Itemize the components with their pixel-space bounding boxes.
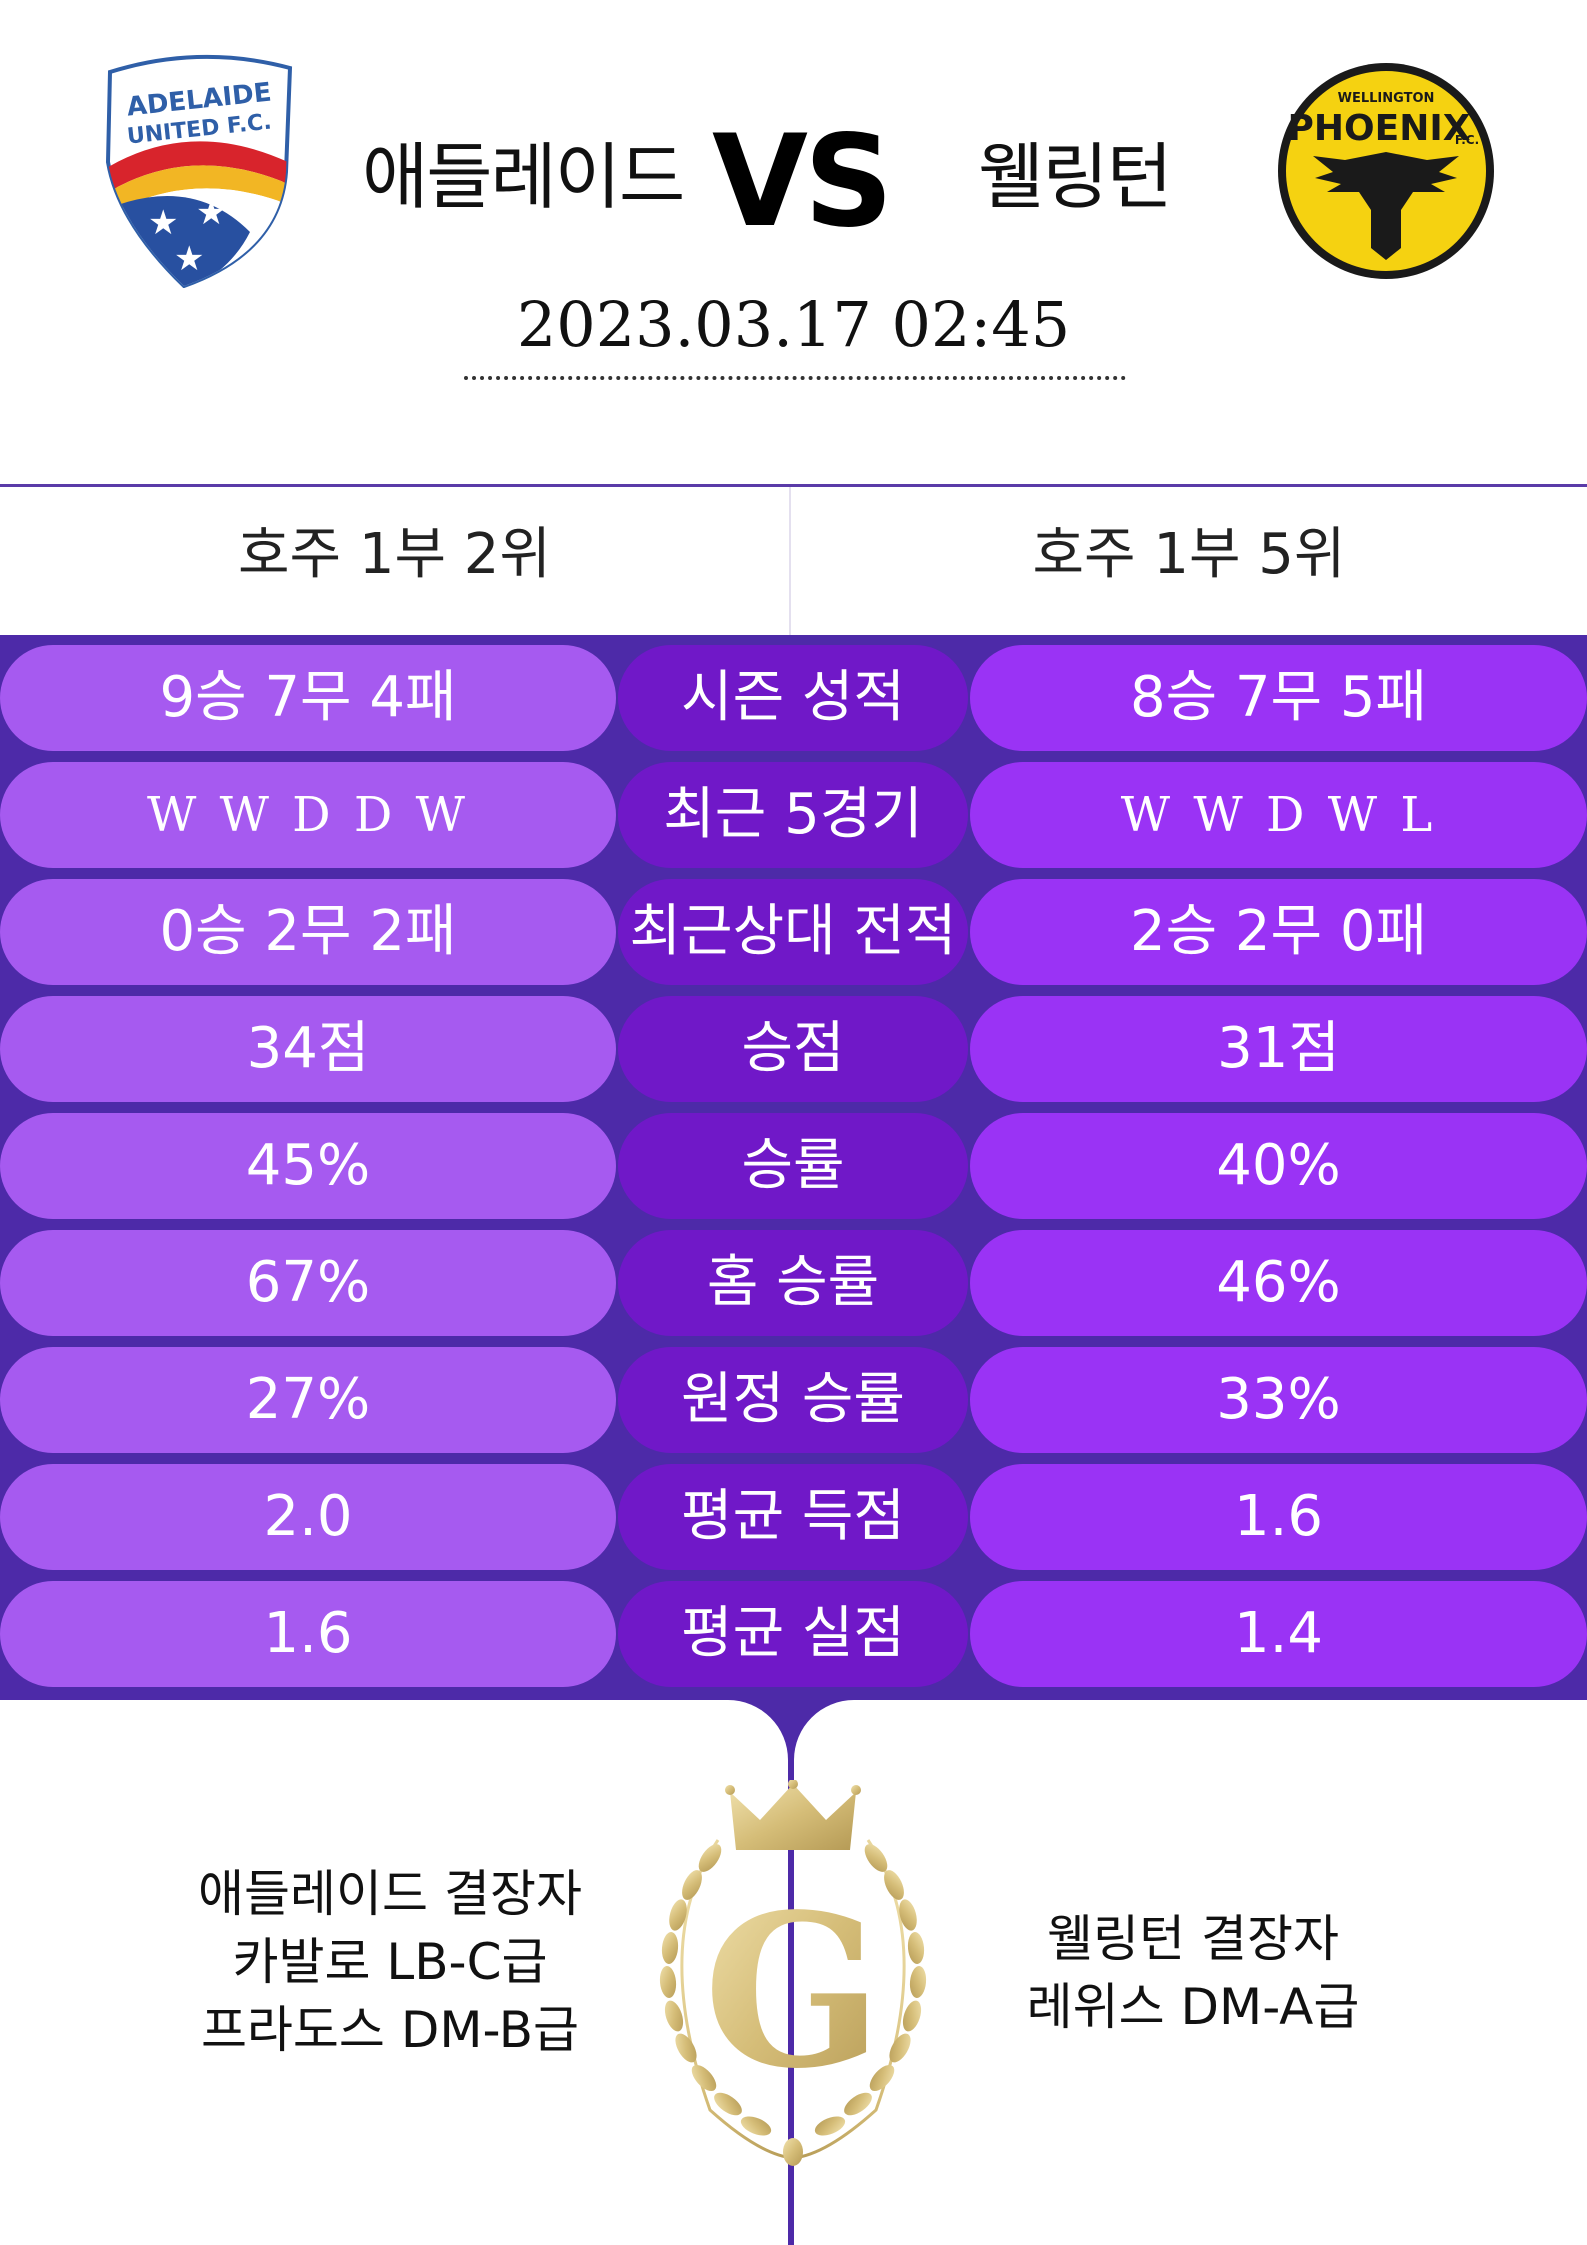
home-recent-form: W W D D W xyxy=(0,762,616,868)
away-home-win-rate: 46% xyxy=(970,1230,1587,1336)
stat-row-home-win-rate: 67% 홈 승률 46% xyxy=(0,1230,1587,1336)
away-absentees: 웰링턴 결장자 레위스 DM-A급 xyxy=(958,1905,1428,2041)
head-to-head-label: 최근상대 전적 xyxy=(618,879,968,985)
match-datetime: 2023.03.17 02:45 xyxy=(516,288,1071,361)
away-avg-goals-scored: 1.6 xyxy=(970,1464,1587,1570)
away-head-to-head: 2승 2무 0패 xyxy=(970,879,1587,985)
home-absentees-title: 애들레이드 결장자 xyxy=(198,1865,582,1923)
away-league-rank: 호주 1부 5위 xyxy=(791,487,1587,635)
away-absentees-card xyxy=(794,1700,1587,2245)
adelaide-united-logo: ★ ★ ★ ADELAIDE UNITED F.C. xyxy=(105,54,293,288)
svg-text:★: ★ xyxy=(174,239,204,279)
home-absentees: 애들레이드 결장자 카발로 LB-C급 프라도스 DM-B급 xyxy=(150,1860,630,2064)
home-head-to-head: 0승 2무 2패 xyxy=(0,879,616,985)
svg-text:★: ★ xyxy=(196,193,226,233)
recent-form-label: 최근 5경기 xyxy=(618,762,968,868)
stat-row-points: 34점 승점 31점 xyxy=(0,996,1587,1102)
stat-row-recent-form: W W D D W 최근 5경기 W W D W L xyxy=(0,762,1587,868)
home-team-name: 애들레이드 xyxy=(362,135,685,219)
away-recent-form: W W D W L xyxy=(970,762,1587,868)
stat-row-avg-goals-scored: 2.0 평균 득점 1.6 xyxy=(0,1464,1587,1570)
home-away-win-rate: 27% xyxy=(0,1347,616,1453)
home-season-record: 9승 7무 4패 xyxy=(0,645,616,751)
away-team-name: 웰링턴 xyxy=(978,135,1173,219)
home-league-rank: 호주 1부 2위 xyxy=(0,487,789,635)
home-absentees-card xyxy=(0,1700,788,2245)
stat-row-head-to-head: 0승 2무 2패 최근상대 전적 2승 2무 0패 xyxy=(0,879,1587,985)
home-win-rate: 45% xyxy=(0,1113,616,1219)
home-avg-goals-scored: 2.0 xyxy=(0,1464,616,1570)
season-record-label: 시즌 성적 xyxy=(618,645,968,751)
away-season-record: 8승 7무 5패 xyxy=(970,645,1587,751)
win-rate-label: 승률 xyxy=(618,1113,968,1219)
date-underline xyxy=(464,376,1126,380)
avg-goals-conceded-label: 평균 실점 xyxy=(618,1581,968,1687)
stat-row-avg-goals-conceded: 1.6 평균 실점 1.4 xyxy=(0,1581,1587,1687)
gold-crown-laurel-emblem: G xyxy=(659,1780,927,2166)
away-points: 31점 xyxy=(970,996,1587,1102)
svg-text:★: ★ xyxy=(148,203,178,243)
stat-row-away-win-rate: 27% 원정 승률 33% xyxy=(0,1347,1587,1453)
home-home-win-rate: 67% xyxy=(0,1230,616,1336)
away-absentee-1: 레위스 DM-A급 xyxy=(1026,1978,1360,2036)
away-win-rate-label: 원정 승률 xyxy=(618,1347,968,1453)
stat-row-season-record: 9승 7무 4패 시즌 성적 8승 7무 5패 xyxy=(0,645,1587,751)
away-absentees-title: 웰링턴 결장자 xyxy=(1047,1910,1339,1968)
rank-top-border xyxy=(0,484,1587,487)
home-avg-goals-conceded: 1.6 xyxy=(0,1581,616,1687)
stat-row-win-rate: 45% 승률 40% xyxy=(0,1113,1587,1219)
avg-goals-scored-label: 평균 득점 xyxy=(618,1464,968,1570)
home-absentee-2: 프라도스 DM-B급 xyxy=(200,2001,580,2059)
home-absentee-1: 카발로 LB-C급 xyxy=(232,1933,548,1991)
emblem-letter: G xyxy=(703,1868,882,2115)
points-label: 승점 xyxy=(618,996,968,1102)
away-logo-line1: WELLINGTON xyxy=(1338,91,1435,106)
home-win-rate-label: 홈 승률 xyxy=(618,1230,968,1336)
away-away-win-rate: 33% xyxy=(970,1347,1587,1453)
away-avg-goals-conceded: 1.4 xyxy=(970,1581,1587,1687)
away-logo-line2: PHOENIX xyxy=(1288,108,1471,149)
vs-label: VS xyxy=(712,108,893,256)
home-points: 34점 xyxy=(0,996,616,1102)
away-logo-line3: F.C. xyxy=(1455,133,1479,147)
wellington-phoenix-logo: WELLINGTON PHOENIX F.C. xyxy=(1278,63,1494,279)
rank-divider xyxy=(789,487,791,635)
away-win-rate: 40% xyxy=(970,1113,1587,1219)
